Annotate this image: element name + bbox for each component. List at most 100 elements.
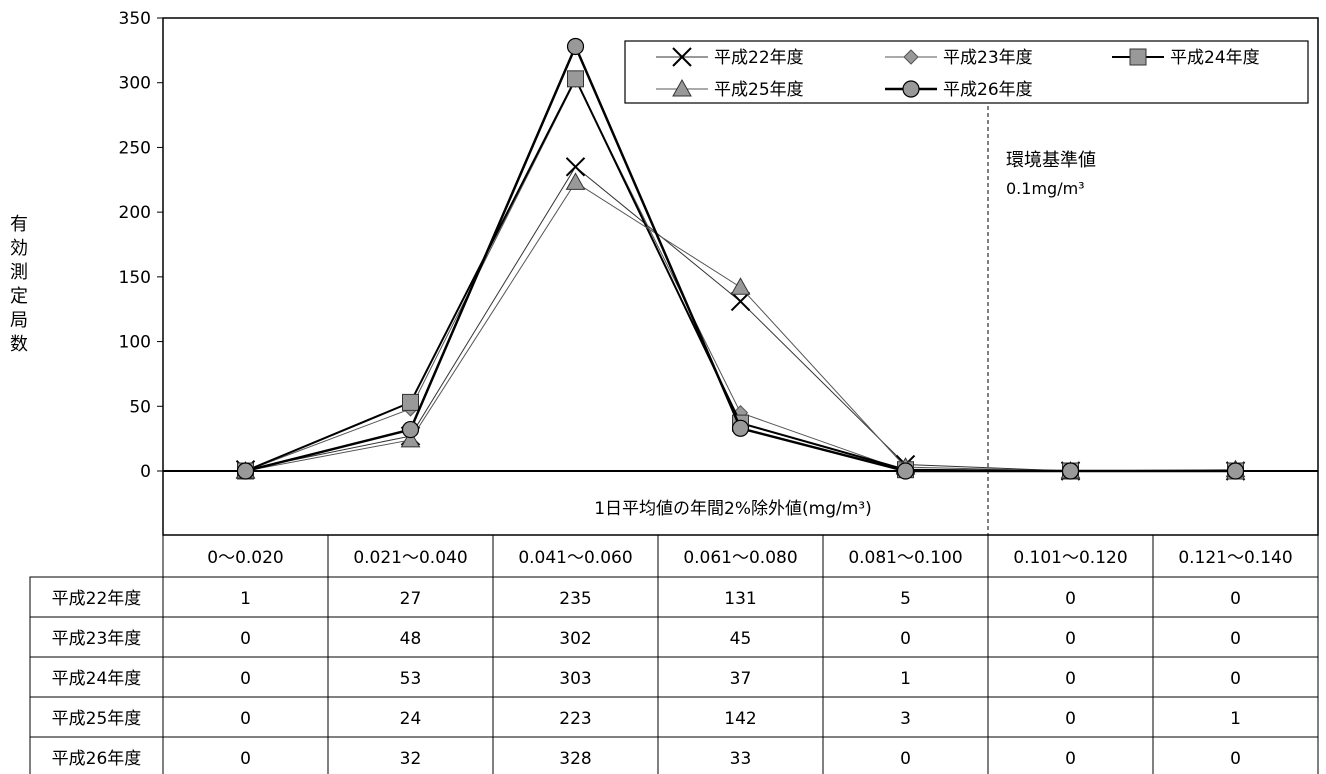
table-cell-value: 53 xyxy=(400,669,422,689)
table-row-label: 平成23年度 xyxy=(52,629,142,649)
legend-label: 平成25年度 xyxy=(714,80,804,100)
legend-box xyxy=(624,40,1309,104)
data-point xyxy=(567,70,584,88)
y-tick-label: 0 xyxy=(140,462,151,482)
table-header-label: 0.121～0.140 xyxy=(1178,548,1292,568)
data-point xyxy=(1061,462,1080,480)
table-cell-value: 328 xyxy=(559,749,591,769)
y-tick-label: 350 xyxy=(119,9,151,29)
y-tick-label: 100 xyxy=(119,333,151,353)
data-point xyxy=(672,47,692,67)
table-header-label: 0～0.020 xyxy=(207,548,283,568)
data-point xyxy=(566,37,585,56)
data-point xyxy=(672,78,692,97)
table-cell-value: 1 xyxy=(240,589,251,609)
table-cell-value: 0 xyxy=(1230,589,1241,609)
table-cell-value: 0 xyxy=(1230,749,1241,769)
data-point xyxy=(896,462,915,480)
table-row-label: 平成22年度 xyxy=(52,589,142,609)
data-point xyxy=(1129,48,1147,66)
legend-item: 平成25年度 xyxy=(656,78,804,100)
legend-item: 平成26年度 xyxy=(885,80,1033,100)
data-point xyxy=(903,49,919,65)
table-cell-value: 131 xyxy=(724,589,756,609)
table-header-label: 0.081～0.100 xyxy=(848,548,962,568)
table-cell-value: 1 xyxy=(900,669,911,689)
legend-item: 平成23年度 xyxy=(885,48,1033,68)
table-cell-value: 0 xyxy=(240,629,251,649)
series-circle xyxy=(236,37,1245,480)
legend-label: 平成26年度 xyxy=(943,80,1033,100)
y-tick-label: 250 xyxy=(119,138,151,158)
legend-label: 平成23年度 xyxy=(943,48,1033,68)
table-cell-value: 0 xyxy=(1230,669,1241,689)
data-point xyxy=(565,157,586,177)
series-square xyxy=(237,70,1244,480)
table-cell-value: 235 xyxy=(559,589,591,609)
table-header-label: 0.041～0.060 xyxy=(518,548,632,568)
table-cell-value: 32 xyxy=(400,749,422,769)
table-row-label: 平成25年度 xyxy=(52,709,142,729)
table-cell-value: 24 xyxy=(400,709,422,729)
data-point xyxy=(730,277,751,295)
y-axis-label-char: 局 xyxy=(10,310,28,331)
table-cell-value: 303 xyxy=(559,669,591,689)
y-axis-label-char: 定 xyxy=(10,286,28,307)
data-point xyxy=(402,393,419,411)
data-point xyxy=(400,429,421,448)
table-cell-value: 0 xyxy=(240,749,251,769)
reference-label: 環境基準値 xyxy=(1006,150,1096,171)
reference-line-group: 環境基準値 0.1mg/m³ xyxy=(987,106,1096,535)
table-cell-value: 0 xyxy=(900,629,911,649)
table-cell-value: 48 xyxy=(400,629,422,649)
marker-stroke xyxy=(672,47,692,67)
x-axis-label-text: 1日平均値の年間2%除外値(mg/m³) xyxy=(594,499,872,519)
table-row-label: 平成24年度 xyxy=(52,669,142,689)
data-point xyxy=(401,420,420,439)
data-point xyxy=(902,80,920,98)
data-point xyxy=(1226,462,1245,480)
data-point xyxy=(731,419,750,437)
table-cell-value: 37 xyxy=(730,669,752,689)
y-axis-label-char: 測 xyxy=(10,262,28,283)
legend-label: 平成22年度 xyxy=(714,48,804,68)
y-tick-label: 50 xyxy=(129,397,151,417)
data-point xyxy=(236,462,255,480)
data-point xyxy=(565,172,586,190)
y-axis-label-char: 効 xyxy=(10,238,28,259)
data-table: 0～0.020 0.021～0.040 0.041～0.060 0.061～0.080… xyxy=(29,534,1319,774)
table-cell-value: 5 xyxy=(900,589,911,609)
table-cell-value: 142 xyxy=(724,709,756,729)
marker-stroke xyxy=(565,157,586,177)
table-header-label: 0.021～0.040 xyxy=(353,548,467,568)
table-cell-value: 0 xyxy=(240,709,251,729)
x-axis-label: 1日平均値の年間2%除外値(mg/m³) xyxy=(594,499,872,519)
table-cell-value: 3 xyxy=(900,709,911,729)
table-cell-value: 45 xyxy=(730,629,752,649)
y-axis-label-char: 数 xyxy=(10,334,28,355)
table-header-label: 0.101～0.120 xyxy=(1013,548,1127,568)
y-axis-label-char: 有 xyxy=(10,214,28,235)
table-header-label: 0.061～0.080 xyxy=(683,548,797,568)
table-cell-value: 0 xyxy=(900,749,911,769)
legend-item: 平成24年度 xyxy=(1112,48,1260,68)
table-cell-value: 33 xyxy=(730,749,752,769)
table-cell-value: 0 xyxy=(1065,629,1076,649)
series-group xyxy=(235,37,1246,481)
table-cell-value: 0 xyxy=(1065,709,1076,729)
table-cell-value: 0 xyxy=(240,669,251,689)
table-row-label: 平成26年度 xyxy=(52,749,142,769)
table-cell-value: 0 xyxy=(1230,629,1241,649)
data-point xyxy=(730,291,751,312)
table-cell-value: 223 xyxy=(559,709,591,729)
table-cell xyxy=(1152,736,1319,774)
table-cell-value: 302 xyxy=(559,629,591,649)
table-cell-value: 0 xyxy=(1065,669,1076,689)
table-cell-value: 0 xyxy=(1065,589,1076,609)
y-axis: 0 50 100 150 200 250 300 350 xyxy=(119,9,163,482)
marker-stroke xyxy=(730,291,751,312)
y-tick-label: 300 xyxy=(119,74,151,94)
